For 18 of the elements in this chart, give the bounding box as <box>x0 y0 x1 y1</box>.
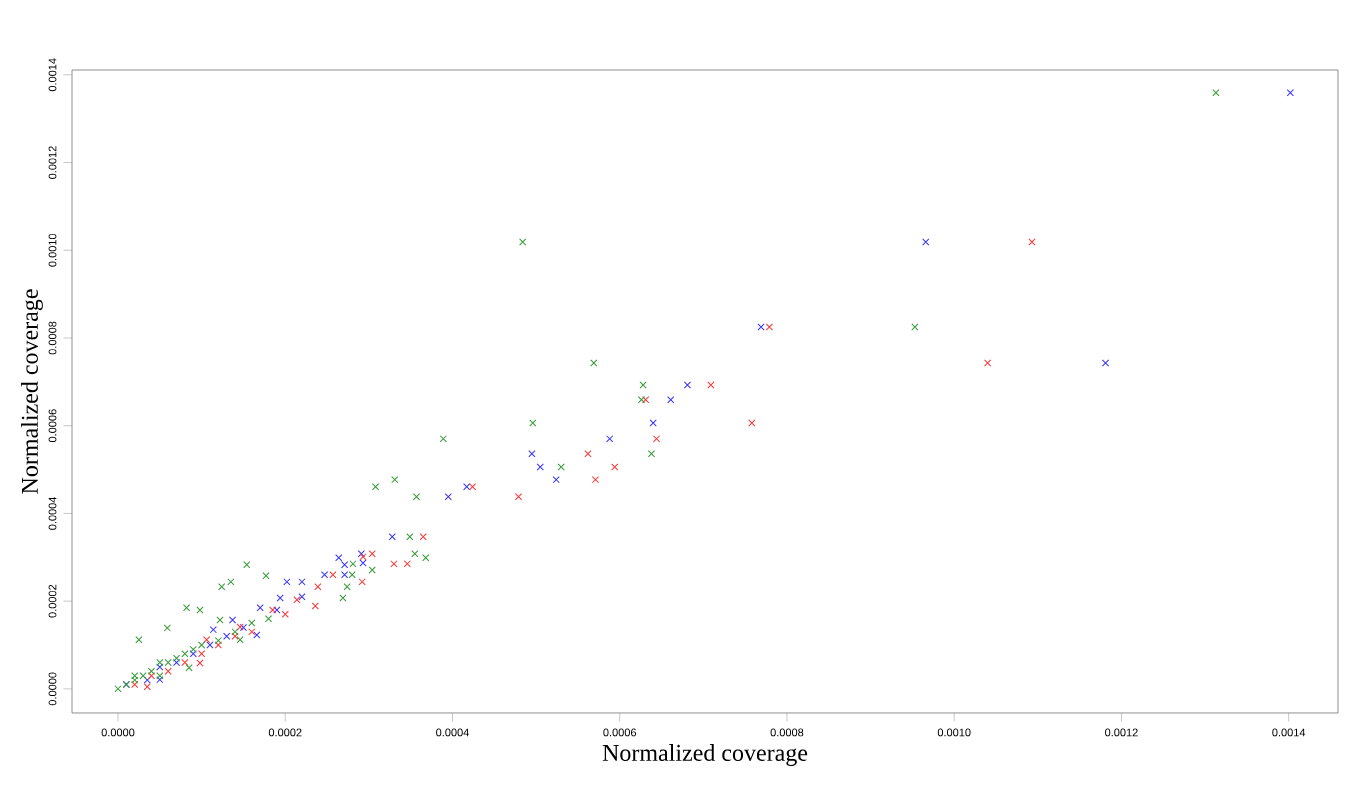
x-tick-label: 0.0004 <box>436 728 469 737</box>
x-axis-title: Normalized coverage <box>602 744 808 766</box>
y-axis-title: Normalized coverage <box>21 289 43 494</box>
y-tick-label: 0.0008 <box>48 321 57 355</box>
y-tick-label: 0.0012 <box>48 146 57 179</box>
y-tick-label: 0.0004 <box>48 496 57 530</box>
x-tick-label: 0.0012 <box>1105 728 1138 737</box>
x-tick-label: 0.0014 <box>1272 728 1306 737</box>
x-tick-label: 0.0010 <box>937 728 971 737</box>
x-tick-label: 0.0008 <box>770 728 804 737</box>
y-tick-label: 0.0010 <box>48 233 57 267</box>
x-tick-label: 0.0002 <box>268 728 302 737</box>
y-tick-label: 0.0000 <box>48 672 57 706</box>
x-tick-label: 0.0006 <box>603 728 637 737</box>
y-tick-label: 0.0002 <box>48 584 57 618</box>
x-tick-label: 0.0000 <box>101 728 135 737</box>
y-tick-label: 0.0014 <box>48 58 57 92</box>
y-tick-label: 0.0006 <box>48 409 57 443</box>
